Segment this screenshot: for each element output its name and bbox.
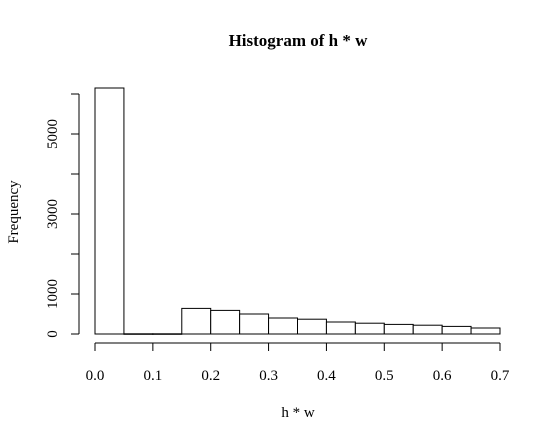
histogram-bar xyxy=(210,309,241,335)
histogram-bar xyxy=(152,333,183,335)
x-tick-label: 0.4 xyxy=(317,368,336,384)
histogram-bar xyxy=(268,317,299,335)
histogram-bar xyxy=(181,307,212,335)
histogram-bar xyxy=(441,325,472,335)
x-tick-label: 0.1 xyxy=(143,368,162,384)
x-tick-label: 0.0 xyxy=(86,368,105,384)
y-axis: 0 1000 3000 5000 xyxy=(45,93,80,338)
y-tick-label: 0 xyxy=(45,330,61,338)
bars-group xyxy=(94,87,501,335)
x-axis: 0.0 0.1 0.2 0.3 0.4 0.5 0.6 0.7 xyxy=(86,342,510,384)
histogram-bar xyxy=(239,313,270,335)
y-tick-label: 5000 xyxy=(45,119,61,149)
histogram-bar xyxy=(123,333,154,335)
y-tick-label: 3000 xyxy=(45,199,61,229)
y-tick-label: 1000 xyxy=(45,279,61,309)
x-tick-label: 0.2 xyxy=(201,368,220,384)
x-tick-label: 0.5 xyxy=(375,368,394,384)
y-axis-label: Frequency xyxy=(6,180,22,244)
histogram-bar xyxy=(383,323,414,335)
x-tick-label: 0.6 xyxy=(433,368,452,384)
chart-title: Histogram of h * w xyxy=(229,31,369,50)
x-tick-label: 0.7 xyxy=(491,368,510,384)
histogram-bar xyxy=(412,324,443,335)
histogram-bar xyxy=(297,318,327,335)
histogram-bar xyxy=(470,327,501,335)
histogram-bar xyxy=(94,87,125,335)
histogram-bar xyxy=(354,322,385,335)
x-tick-label: 0.3 xyxy=(259,368,278,384)
histogram-bar xyxy=(325,321,356,335)
x-axis-label: h * w xyxy=(281,405,315,421)
